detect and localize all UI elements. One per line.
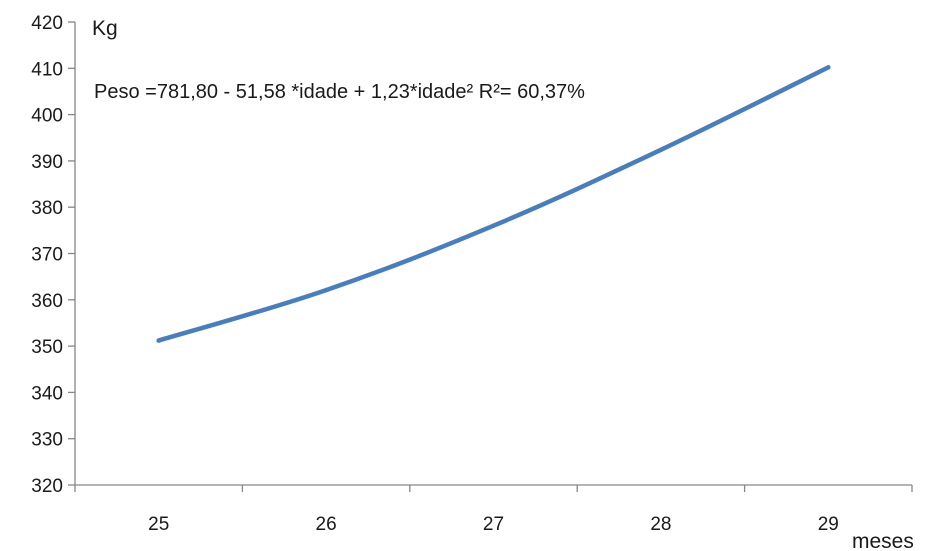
y-tick-label: 320: [31, 476, 63, 497]
x-tick-label: 27: [483, 514, 504, 535]
data-points: [156, 65, 831, 343]
x-tick-label: 29: [818, 514, 839, 535]
data-point: [323, 287, 329, 293]
series-line-peso: [156, 65, 831, 343]
x-axis-label: meses: [852, 530, 914, 551]
data-point: [826, 65, 831, 70]
data-point: [658, 147, 664, 152]
x-tick-label: 26: [316, 514, 337, 535]
y-tick-label: 410: [31, 59, 63, 80]
x-axis-ticks: 25 26 27 28 29: [74, 485, 913, 535]
x-tick-label: 25: [148, 514, 169, 535]
x-tick-label: 28: [650, 514, 671, 535]
data-point: [491, 223, 496, 228]
y-tick-label: 420: [31, 13, 63, 34]
y-tick-label: 350: [31, 337, 63, 358]
y-tick-label: 390: [31, 152, 63, 173]
y-tick-label: 370: [31, 245, 63, 266]
y-axis-label: Kg: [92, 17, 118, 40]
data-point: [156, 338, 161, 343]
y-tick-label: 380: [31, 198, 63, 219]
y-tick-label: 340: [31, 383, 63, 404]
y-axis-ticks: 420 410 400 390 380 370 360 350 340 330 320: [31, 13, 75, 497]
y-tick-label: 400: [31, 106, 63, 127]
y-tick-label: 330: [31, 430, 63, 451]
regression-equation-annotation: Peso =781,80 - 51,58 *idade + 1,23*idade…: [94, 81, 585, 103]
y-tick-label: 360: [31, 291, 63, 312]
